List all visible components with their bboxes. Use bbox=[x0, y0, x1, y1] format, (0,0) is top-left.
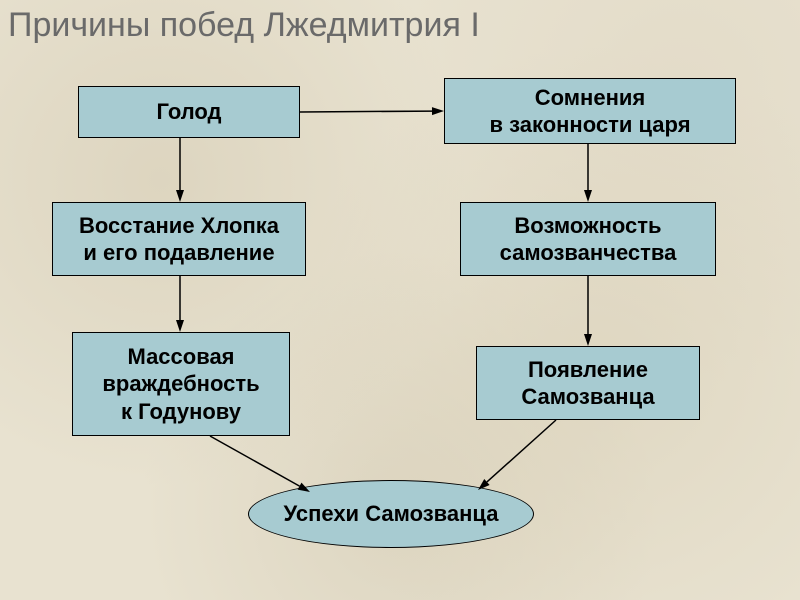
node-n2: Сомненияв законности царя bbox=[444, 78, 736, 144]
node-label: Возможностьсамозванчества bbox=[500, 212, 677, 267]
node-n3: Восстание Хлопкаи его подавление bbox=[52, 202, 306, 276]
node-n4: Возможностьсамозванчества bbox=[460, 202, 716, 276]
node-label: ПоявлениеСамозванца bbox=[521, 356, 654, 411]
node-n1: Голод bbox=[78, 86, 300, 138]
node-label: Сомненияв законности царя bbox=[489, 84, 690, 139]
node-n7: Успехи Самозванца bbox=[248, 480, 534, 548]
diagram-title: Причины побед Лжедмитрия I bbox=[8, 6, 480, 45]
node-label: Успехи Самозванца bbox=[284, 501, 499, 527]
node-n5: Массоваявраждебностьк Годунову bbox=[72, 332, 290, 436]
node-label: Восстание Хлопкаи его подавление bbox=[79, 212, 279, 267]
node-n6: ПоявлениеСамозванца bbox=[476, 346, 700, 420]
node-label: Массоваявраждебностьк Годунову bbox=[102, 343, 259, 426]
node-label: Голод bbox=[156, 98, 221, 126]
